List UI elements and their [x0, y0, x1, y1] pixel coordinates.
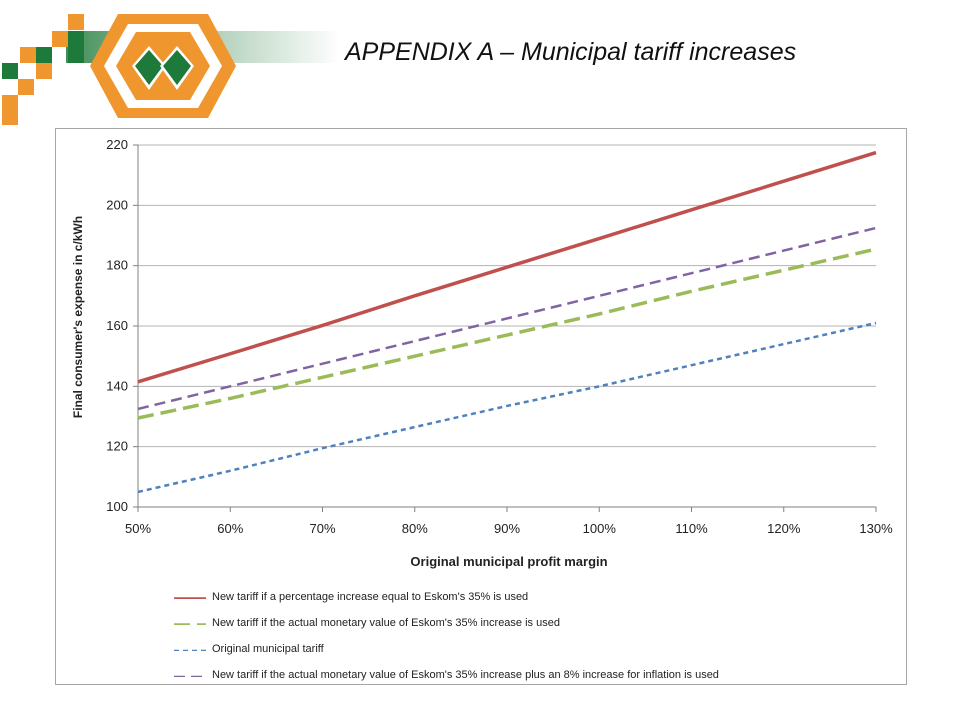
legend-label-4: New tariff if the actual monetary value … — [212, 669, 719, 681]
pixel-pattern — [2, 14, 84, 125]
x-tick-label-130%: 130% — [859, 521, 893, 536]
legend-entry-2: New tariff if the actual monetary value … — [174, 615, 874, 631]
legend-entry-4: New tariff if the actual monetary value … — [174, 667, 874, 683]
legend-swatch-3 — [174, 649, 206, 651]
series-line-4 — [137, 226, 877, 411]
axes — [133, 144, 877, 512]
x-tick-label-110%: 110% — [675, 521, 708, 536]
series-line-3 — [137, 321, 877, 494]
legend-entry-1: New tariff if a percentage increase equa… — [174, 589, 874, 605]
x-axis-title: Original municipal profit margin — [410, 554, 607, 569]
y-axis-title: Final consumer's expense in c/kWh — [71, 216, 85, 418]
legend-swatch-1 — [174, 597, 206, 599]
legend-label-3: Original municipal tariff — [212, 643, 324, 655]
legend-label-1: New tariff if a percentage increase equa… — [212, 591, 529, 603]
company-logo — [2, 14, 340, 125]
series-line-1 — [137, 150, 877, 384]
y-tick-labels: 100 120 140 160 180 200 220 — [106, 137, 128, 514]
slide-header: APPENDIX A – Municipal tariff increases — [0, 0, 960, 125]
y-tick-label-220: 220 — [106, 137, 128, 152]
series-line-2 — [137, 247, 877, 420]
x-tick-label-100%: 100% — [583, 521, 617, 536]
y-tick-label-160: 160 — [106, 318, 128, 333]
x-tick-label-50%: 50% — [125, 521, 151, 536]
series-lines — [137, 150, 877, 494]
legend-label-2: New tariff if the actual monetary value … — [212, 617, 560, 629]
legend-swatch-4 — [174, 675, 206, 677]
x-tick-label-70%: 70% — [309, 521, 335, 536]
slide-title: APPENDIX A – Municipal tariff increases — [345, 38, 797, 66]
x-tick-label-80%: 80% — [402, 521, 428, 536]
chart-frame: 100 120 140 160 180 200 220 50% 60% 70% 80% 90% 100… — [55, 128, 907, 685]
gridlines — [138, 144, 876, 508]
legend-swatch-2 — [174, 623, 206, 625]
y-tick-label-200: 200 — [106, 197, 128, 212]
x-tick-label-120%: 120% — [767, 521, 801, 536]
y-tick-label-140: 140 — [106, 378, 128, 393]
x-tick-label-90%: 90% — [494, 521, 520, 536]
x-tick-label-60%: 60% — [217, 521, 243, 536]
legend-entry-3: Original municipal tariff — [174, 641, 874, 657]
y-tick-label-180: 180 — [106, 258, 128, 273]
line-chart: 100 120 140 160 180 200 220 50% 60% 70% 80% 90% 100… — [71, 137, 893, 569]
y-tick-label-100: 100 — [106, 499, 128, 514]
x-tick-labels: 50% 60% 70% 80% 90% 100% 110% 120% 130% — [125, 521, 893, 536]
y-tick-label-120: 120 — [106, 439, 128, 454]
